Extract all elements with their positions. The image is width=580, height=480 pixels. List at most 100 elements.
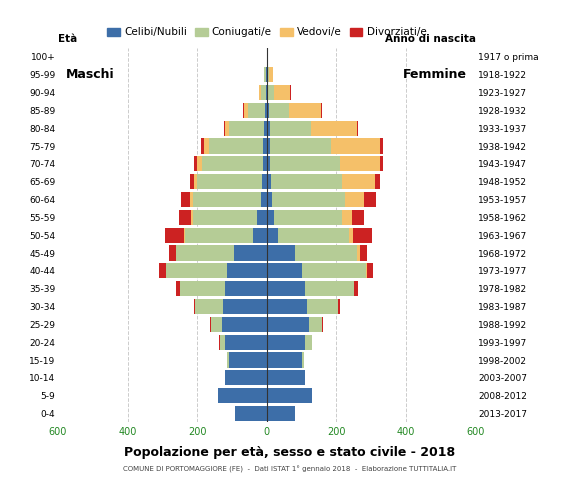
Bar <box>264 67 266 83</box>
Bar <box>195 299 223 314</box>
Bar <box>190 174 194 189</box>
Bar <box>267 174 271 189</box>
Bar <box>339 299 340 314</box>
Bar <box>225 281 267 296</box>
Bar <box>367 263 374 278</box>
Bar <box>194 156 197 171</box>
Bar <box>259 85 261 100</box>
Bar <box>267 156 270 171</box>
Bar <box>267 85 274 100</box>
Bar <box>194 299 195 314</box>
Bar <box>224 120 225 136</box>
Bar <box>180 281 225 296</box>
Bar <box>193 210 257 225</box>
Bar <box>235 406 267 421</box>
Text: COMUNE DI PORTOMAGGIORE (FE)  -  Dati ISTAT 1° gennaio 2018  -  Elaborazione TUT: COMUNE DI PORTOMAGGIORE (FE) - Dati ISTA… <box>124 466 456 473</box>
Bar <box>267 103 269 118</box>
Text: Popolazione per età, sesso e stato civile - 2018: Popolazione per età, sesso e stato civil… <box>125 446 455 459</box>
Bar <box>179 210 191 225</box>
Bar <box>227 352 229 368</box>
Bar <box>244 103 248 118</box>
Bar <box>267 335 305 350</box>
Bar <box>225 120 229 136</box>
Bar <box>274 210 342 225</box>
Bar <box>267 299 307 314</box>
Bar <box>309 317 322 332</box>
Bar <box>267 210 274 225</box>
Text: Femmine: Femmine <box>403 68 467 81</box>
Bar <box>266 85 267 100</box>
Bar <box>342 174 375 189</box>
Bar <box>209 139 263 154</box>
Bar <box>302 352 304 368</box>
Bar <box>201 139 204 154</box>
Bar <box>202 156 263 171</box>
Bar <box>353 228 372 243</box>
Legend: Celibi/Nubili, Coniugati/e, Vedovi/e, Divorziati/e: Celibi/Nubili, Coniugati/e, Vedovi/e, Di… <box>103 23 430 42</box>
Bar <box>269 103 289 118</box>
Bar <box>229 352 267 368</box>
Bar <box>267 245 295 261</box>
Bar <box>260 192 267 207</box>
Bar <box>234 245 267 261</box>
Bar <box>265 103 267 118</box>
Bar <box>352 210 364 225</box>
Bar <box>305 335 312 350</box>
Bar <box>349 228 353 243</box>
Bar <box>225 370 267 385</box>
Bar <box>267 263 302 278</box>
Bar <box>357 245 360 261</box>
Bar <box>340 156 380 171</box>
Bar <box>360 245 367 261</box>
Bar <box>176 245 234 261</box>
Bar <box>278 228 349 243</box>
Bar <box>197 174 262 189</box>
Bar <box>194 174 197 189</box>
Bar <box>302 263 366 278</box>
Bar <box>267 67 269 83</box>
Bar <box>366 263 367 278</box>
Bar <box>261 85 266 100</box>
Bar <box>190 192 193 207</box>
Bar <box>193 192 260 207</box>
Bar <box>181 192 190 207</box>
Bar <box>266 67 267 83</box>
Text: Anno di nascita: Anno di nascita <box>385 34 476 44</box>
Bar <box>220 335 225 350</box>
Bar <box>263 156 267 171</box>
Bar <box>169 245 176 261</box>
Bar <box>176 281 180 296</box>
Bar <box>262 174 267 189</box>
Bar <box>267 281 305 296</box>
Bar <box>197 156 202 171</box>
Bar <box>307 299 338 314</box>
Bar <box>322 317 323 332</box>
Bar <box>357 120 358 136</box>
Bar <box>184 228 185 243</box>
Bar <box>222 317 267 332</box>
Bar <box>331 139 380 154</box>
Bar <box>227 263 267 278</box>
Bar <box>354 281 358 296</box>
Bar <box>380 139 383 154</box>
Bar <box>211 317 222 332</box>
Bar <box>290 85 291 100</box>
Bar <box>253 228 267 243</box>
Bar <box>267 406 295 421</box>
Bar <box>270 139 331 154</box>
Bar <box>267 228 278 243</box>
Bar <box>267 120 270 136</box>
Bar <box>248 103 265 118</box>
Bar <box>166 263 227 278</box>
Bar <box>267 388 312 403</box>
Bar <box>267 352 302 368</box>
Bar <box>225 335 267 350</box>
Bar <box>321 103 322 118</box>
Bar <box>289 103 321 118</box>
Text: Maschi: Maschi <box>66 68 115 81</box>
Bar <box>257 210 267 225</box>
Bar <box>305 281 354 296</box>
Bar <box>375 174 379 189</box>
Bar <box>267 192 271 207</box>
Bar <box>345 192 364 207</box>
